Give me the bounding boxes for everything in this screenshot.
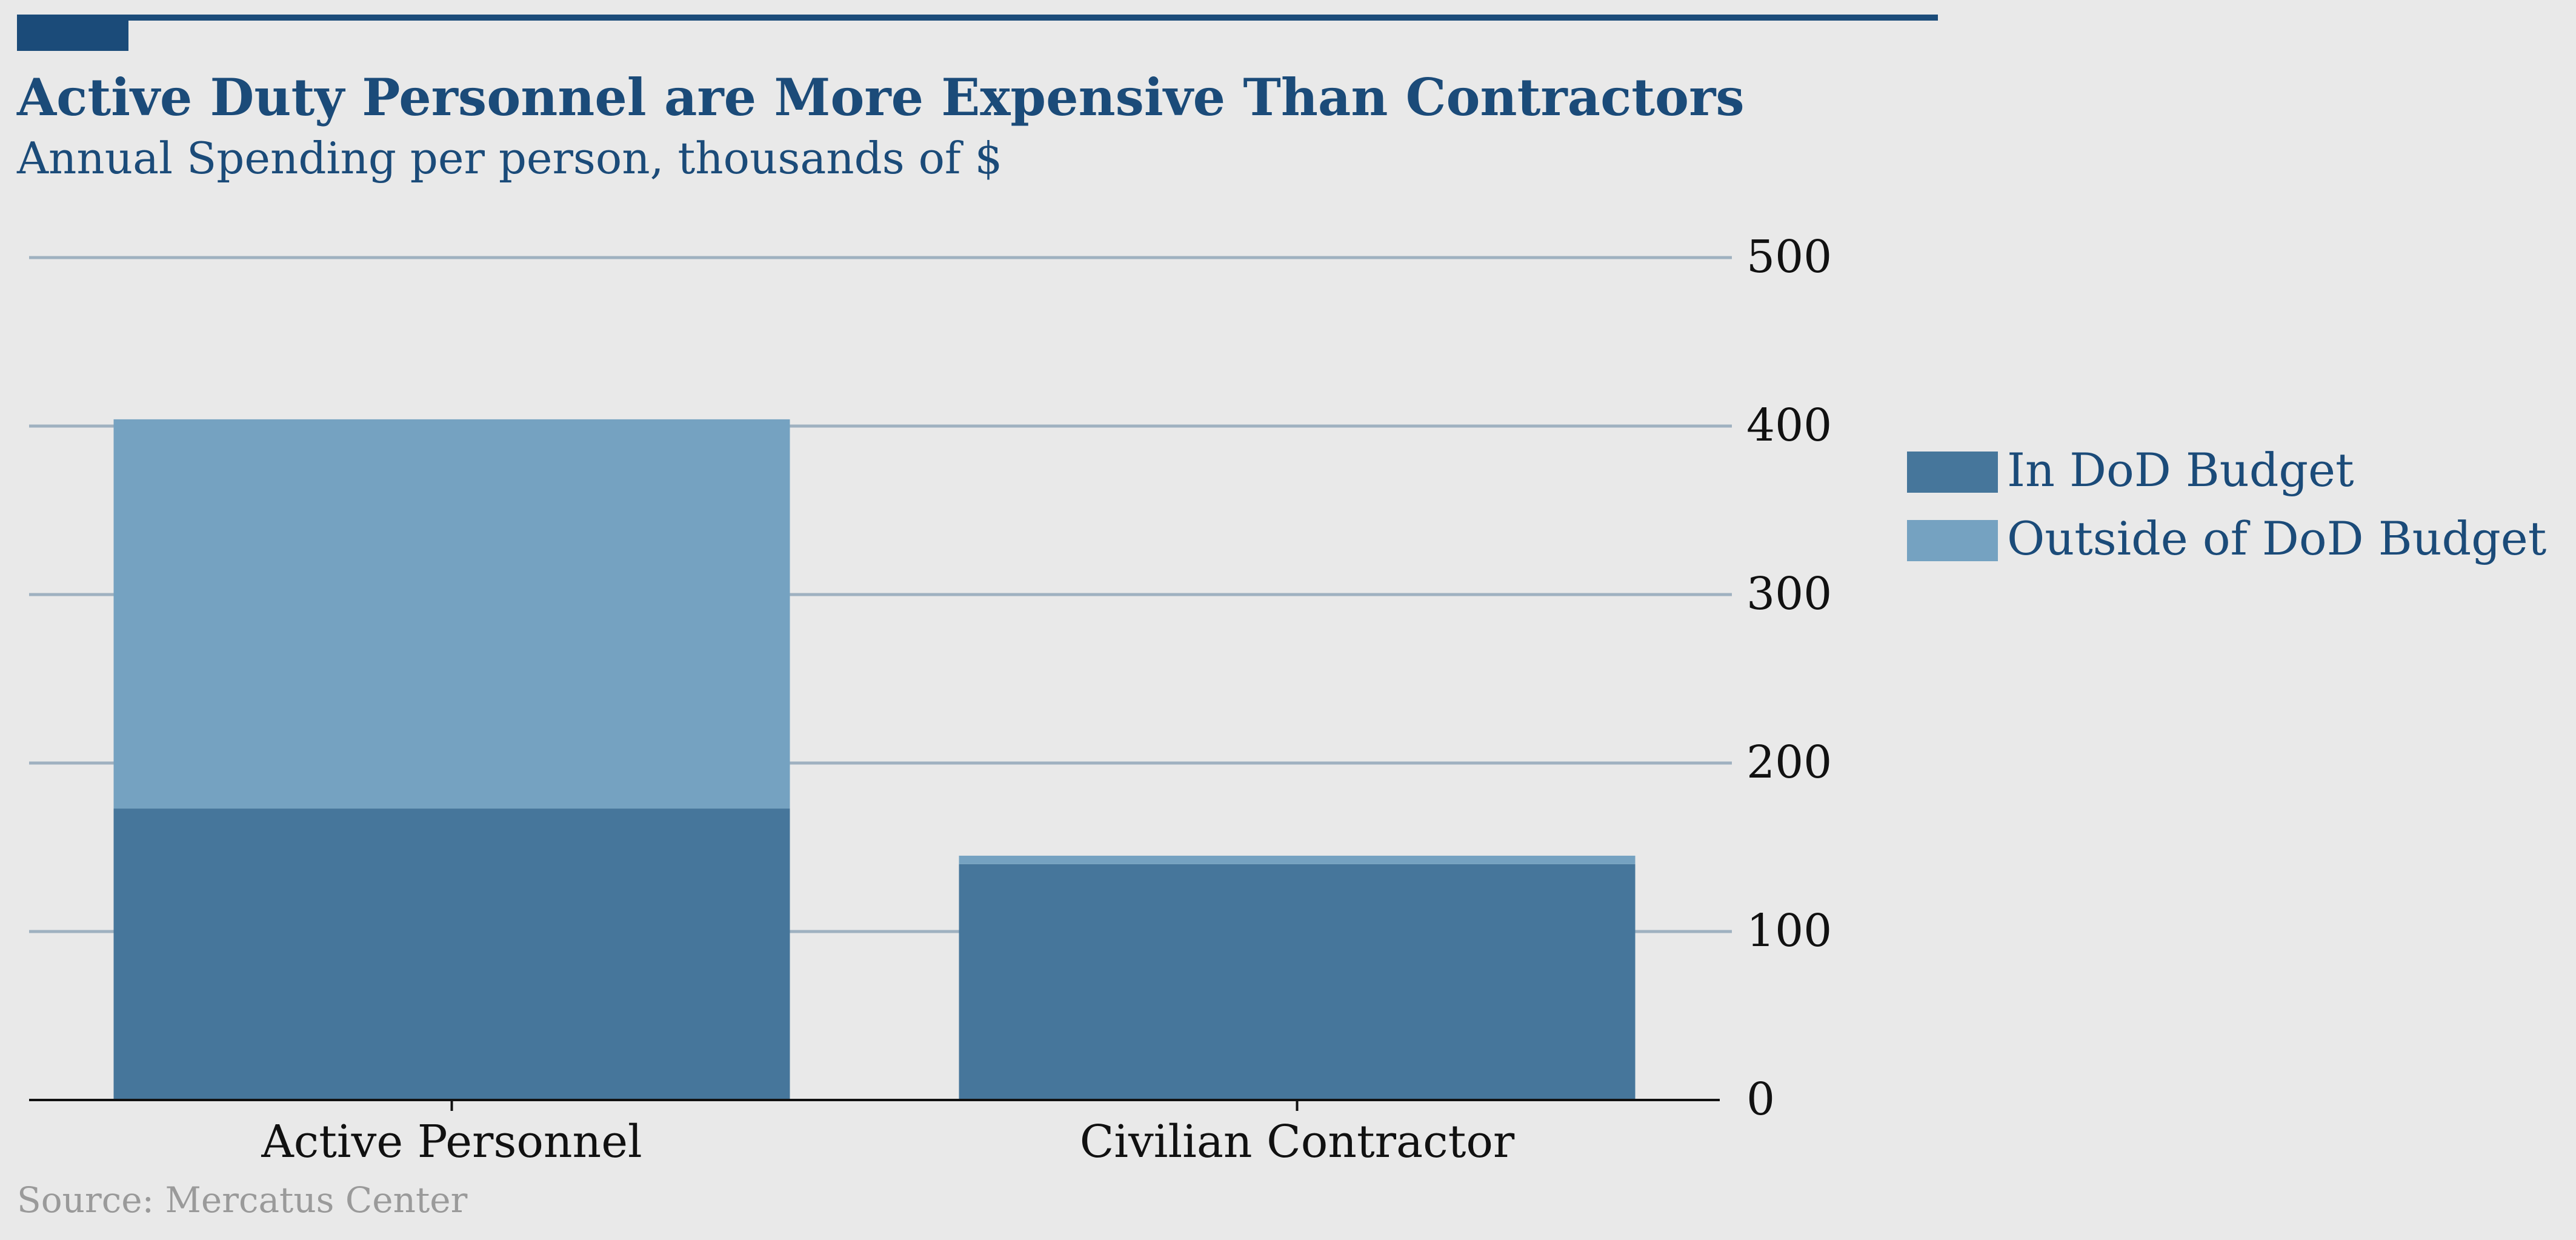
- y-tick-label: 200: [1746, 736, 1832, 788]
- x-tick-label: Active Personnel: [261, 1116, 642, 1168]
- bar-segment-1-0: [113, 419, 790, 809]
- x-tick-label: Civilian Contractor: [1080, 1116, 1515, 1168]
- bar-segment-0-0: [113, 808, 790, 1100]
- legend-swatch: [1907, 452, 1998, 493]
- header-rule: [17, 15, 1938, 21]
- y-tick-label: 400: [1746, 399, 1832, 452]
- bars: [113, 419, 1636, 1100]
- y-tick-label: 500: [1746, 231, 1832, 283]
- y-tick-label: 0: [1746, 1073, 1775, 1125]
- bar-segment-1-1: [959, 855, 1636, 864]
- header-accent-block: [17, 15, 128, 51]
- chart-subtitle: Annual Spending per person, thousands of…: [16, 133, 1002, 184]
- ticks: 0 100 200 300 400 500 Active Personnel Civilian…: [261, 231, 1832, 1168]
- y-tick-label: 300: [1746, 568, 1832, 620]
- source-note: Source: Mercatus Center: [17, 1179, 468, 1221]
- y-tick-label: 100: [1746, 905, 1832, 957]
- chart-title: Active Duty Personnel are More Expensive…: [16, 67, 1745, 127]
- legend-swatch: [1907, 520, 1998, 561]
- bar-segment-0-1: [959, 864, 1636, 1100]
- legend-label: In DoD Budget: [2007, 443, 2354, 497]
- legend: In DoD Budget Outside of DoD Budget: [1907, 443, 2546, 565]
- legend-label: Outside of DoD Budget: [2007, 512, 2546, 565]
